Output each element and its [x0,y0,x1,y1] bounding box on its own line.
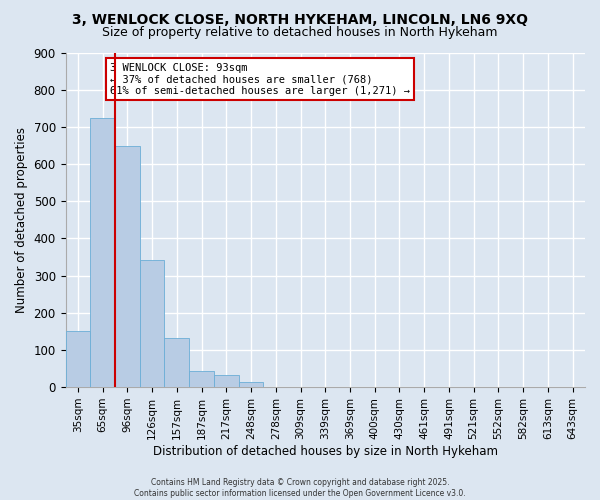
Bar [239,382,263,387]
Text: 3 WENLOCK CLOSE: 93sqm
← 37% of detached houses are smaller (768)
61% of semi-de: 3 WENLOCK CLOSE: 93sqm ← 37% of detached… [110,62,410,96]
Bar [115,146,140,387]
Bar [65,330,90,387]
Y-axis label: Number of detached properties: Number of detached properties [15,127,28,313]
Text: 3, WENLOCK CLOSE, NORTH HYKEHAM, LINCOLN, LN6 9XQ: 3, WENLOCK CLOSE, NORTH HYKEHAM, LINCOLN… [72,12,528,26]
Bar [189,372,214,387]
Bar [140,260,164,387]
Text: Size of property relative to detached houses in North Hykeham: Size of property relative to detached ho… [102,26,498,39]
Bar [164,338,189,387]
Text: Contains HM Land Registry data © Crown copyright and database right 2025.
Contai: Contains HM Land Registry data © Crown c… [134,478,466,498]
Bar [214,375,239,387]
X-axis label: Distribution of detached houses by size in North Hykeham: Distribution of detached houses by size … [153,444,498,458]
Bar [90,118,115,387]
